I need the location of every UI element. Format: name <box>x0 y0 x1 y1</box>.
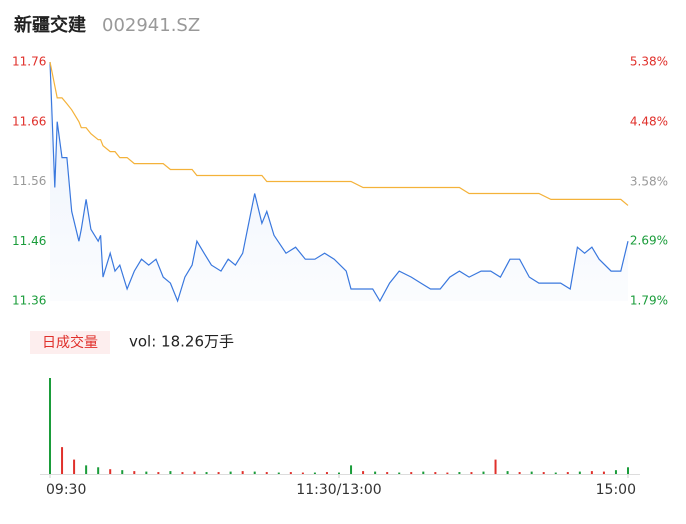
volume-bar <box>494 459 497 474</box>
volume-bar <box>578 471 581 474</box>
volume-bar <box>181 472 184 474</box>
volume-bar <box>374 471 377 474</box>
volume-bar <box>169 471 172 474</box>
volume-bar <box>542 472 545 474</box>
volume-bar <box>566 472 569 474</box>
volume-bar <box>133 471 136 474</box>
volume-bar <box>554 472 557 474</box>
y-tick-label: 11.56 <box>12 174 46 188</box>
volume-bar <box>193 471 196 474</box>
y2-tick-label: 5.38% <box>630 55 668 69</box>
volume-badge <box>30 331 110 354</box>
y2-tick-label: 3.58% <box>630 174 668 188</box>
volume-bar <box>145 471 148 474</box>
volume-bar <box>482 471 485 474</box>
volume-bar <box>313 472 316 474</box>
volume-bar <box>470 472 473 474</box>
y-tick-label: 11.36 <box>12 294 46 308</box>
volume-bar <box>458 472 461 474</box>
y2-tick-label: 1.79% <box>630 294 668 308</box>
stock-name: 新疆交建 <box>14 14 86 36</box>
volume-bar <box>217 472 220 474</box>
volume-bar <box>518 472 521 474</box>
volume-bar <box>109 469 112 474</box>
volume-bar <box>265 472 268 474</box>
price-line <box>49 61 629 303</box>
volume-bar <box>241 471 244 474</box>
volume-bar <box>229 471 232 474</box>
y2-tick-label: 4.48% <box>630 114 668 128</box>
volume-bar <box>434 472 437 474</box>
y-tick-label: 11.66 <box>12 114 46 128</box>
volume-total: vol: 18.26万手 <box>129 333 234 351</box>
y-tick-label: 11.46 <box>12 234 46 248</box>
volume-bar <box>205 472 208 474</box>
volume-bar <box>97 467 100 474</box>
volume-bar <box>289 472 292 474</box>
volume-bar <box>410 472 413 474</box>
volume-bar <box>422 471 425 474</box>
volume-bar <box>446 472 449 474</box>
volume-bar <box>157 472 160 474</box>
volume-bar <box>277 472 280 474</box>
price-area <box>50 62 628 301</box>
volume-bar <box>362 471 365 474</box>
average-line <box>49 61 629 206</box>
volume-bar <box>350 465 353 474</box>
volume-bar <box>338 472 340 474</box>
volume-bar <box>386 472 389 474</box>
volume-bar <box>530 471 533 474</box>
x-tick-label: 15:00 <box>596 482 636 498</box>
x-tick-label: 09:30 <box>46 482 86 498</box>
volume-bar <box>590 471 593 474</box>
volume-bar <box>85 465 88 474</box>
volume-bar <box>301 472 304 474</box>
y-tick-label: 11.76 <box>12 55 46 69</box>
x-tick-label: 11:30/13:00 <box>296 482 381 498</box>
volume-bar <box>506 471 509 474</box>
volume-bar <box>121 470 124 474</box>
volume-bar <box>61 447 64 474</box>
volume-bar <box>614 470 617 474</box>
volume-badge-label: 日成交量 <box>42 334 98 351</box>
volume-bar <box>253 471 256 474</box>
volume-bar <box>49 378 51 474</box>
y2-tick-label: 2.69% <box>630 234 668 248</box>
volume-bar <box>398 472 401 474</box>
stock-code: 002941.SZ <box>102 15 200 36</box>
volume-bar <box>602 471 605 474</box>
volume-bar <box>627 467 629 474</box>
volume-bar <box>73 459 76 474</box>
volume-bar <box>325 472 328 474</box>
